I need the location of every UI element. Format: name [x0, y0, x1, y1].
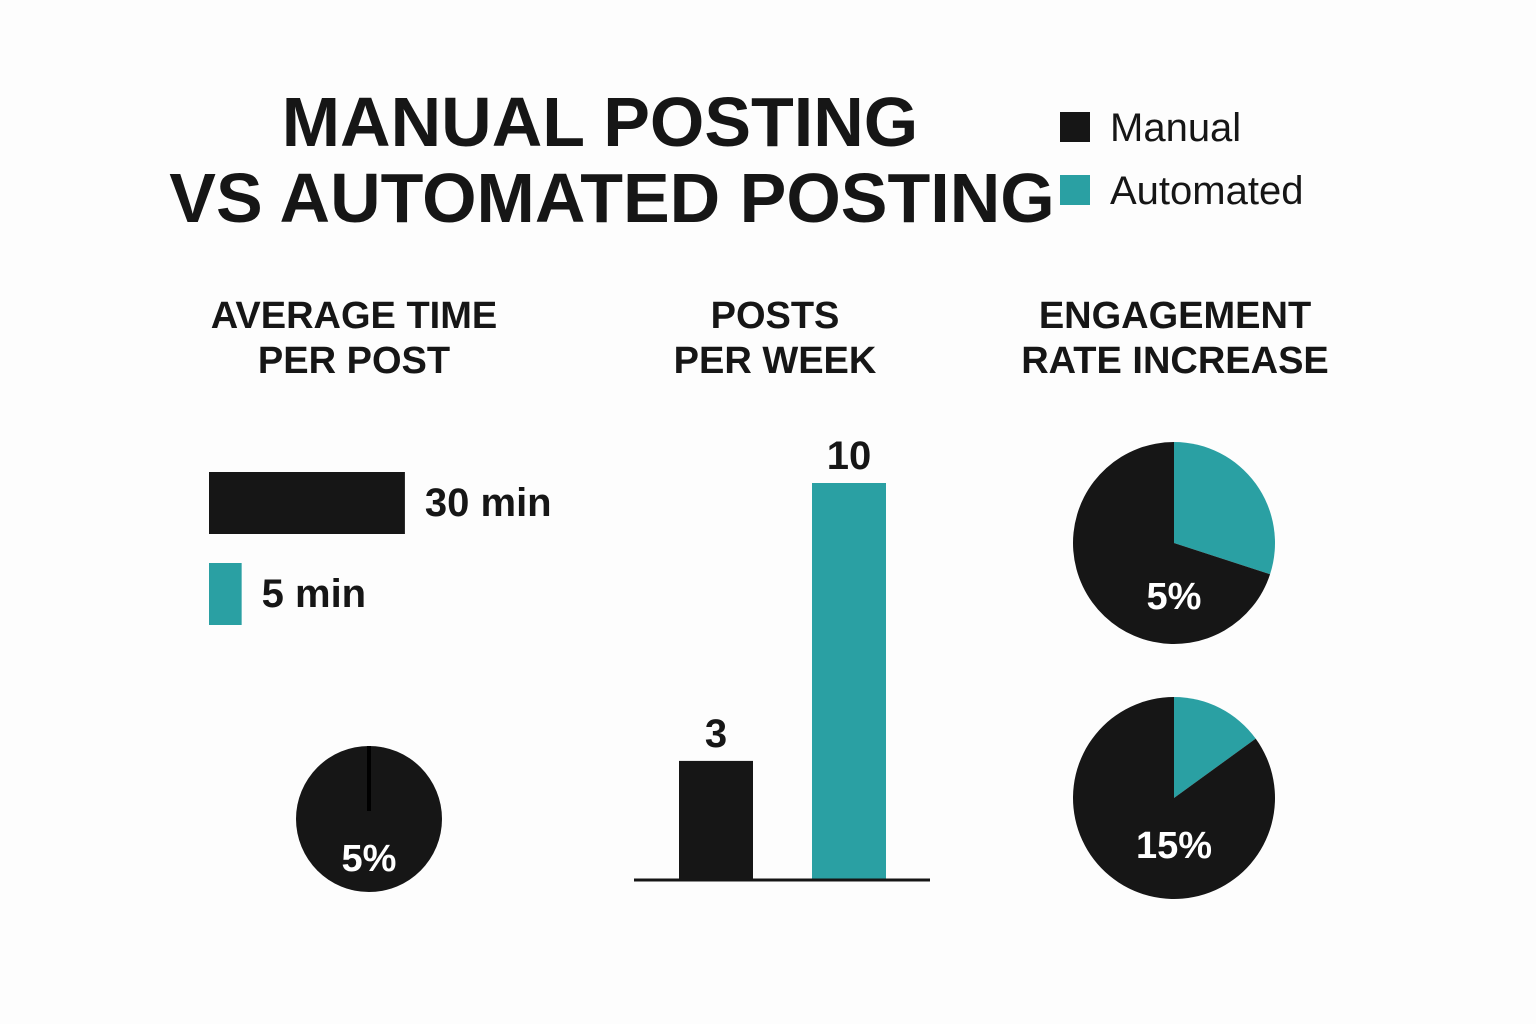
bar-label-manual: 3: [705, 712, 727, 756]
time-per-post-bar-chart: 30 min 5 min: [209, 472, 552, 625]
legend: Manual Automated: [1060, 106, 1303, 213]
engagement-pie-1-slice-automated: [1174, 441, 1276, 575]
engagement-pie-2-slice-automated: [1174, 697, 1256, 798]
panel-title-posts-line-1: POSTS: [711, 295, 840, 337]
time-pie-slice-manual: [296, 746, 442, 892]
bar-label-automated: 5 min: [262, 572, 366, 616]
legend-swatch-manual: [1060, 112, 1090, 142]
bar-automated: [209, 563, 242, 625]
engagement-pie-chart-2: 15%: [1073, 697, 1275, 899]
engagement-pie-chart-1: 5%: [1073, 441, 1276, 644]
panel-title-posts-line-2: PER WEEK: [674, 340, 877, 382]
time-panel-pie-chart: 5%: [296, 746, 442, 892]
bar-manual: [679, 760, 753, 880]
time-pie-label: 5%: [342, 838, 397, 880]
panel-title-engagement-line-1: ENGAGEMENT: [1039, 295, 1311, 337]
bar-manual: [209, 472, 405, 534]
bar-label-manual: 30 min: [425, 481, 552, 525]
panel-title-time-line-1: AVERAGE TIME: [211, 295, 497, 337]
engagement-pie-2-slice-manual: [1073, 697, 1275, 899]
panel-title-time-line-2: PER POST: [258, 340, 450, 382]
engagement-pie-1-label: 5%: [1147, 576, 1202, 618]
posts-per-week-bar-chart: 3 10: [634, 434, 930, 882]
legend-label-manual: Manual: [1110, 106, 1241, 150]
panel-title-engagement-line-2: RATE INCREASE: [1021, 340, 1329, 382]
chart-title-line-1: MANUAL POSTING: [282, 83, 919, 161]
bar-automated: [812, 483, 886, 880]
engagement-pie-1-slice-manual: [1073, 442, 1271, 644]
legend-label-automated: Automated: [1110, 169, 1303, 213]
chart-title-line-2: VS AUTOMATED POSTING: [169, 159, 1054, 237]
legend-swatch-automated: [1060, 175, 1090, 205]
bar-label-automated: 10: [827, 434, 872, 478]
engagement-pie-2-label: 15%: [1136, 825, 1212, 867]
